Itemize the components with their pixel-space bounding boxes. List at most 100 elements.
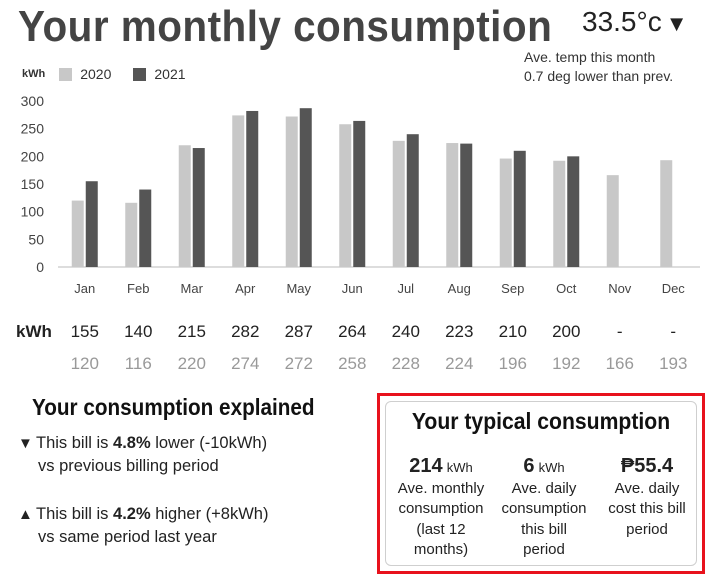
value-2020-cell: 120: [70, 354, 99, 373]
daily-value: 6: [523, 455, 535, 477]
y-tick-label: 150: [21, 176, 45, 192]
explained-item1-line2: vs previous billing period: [38, 457, 219, 475]
explained-item1-post: lower (-10kWh): [150, 434, 268, 452]
value-2021-cell: 140: [124, 322, 153, 341]
value-2021-cell: 200: [552, 322, 581, 341]
typical-monthly: 214 kWh Ave. monthly consumption (last 1…: [386, 456, 496, 561]
value-2020-cell: 192: [552, 354, 581, 373]
x-tick-label: Jul: [397, 281, 414, 296]
x-tick-label: Jun: [342, 281, 363, 296]
bar-2021-mar: [192, 148, 205, 267]
y-tick-label: 100: [21, 204, 45, 220]
value-2020-cell: 193: [659, 354, 688, 373]
y-tick-label: 50: [28, 231, 44, 247]
x-tick-label: Apr: [235, 281, 256, 296]
bar-2021-aug: [460, 143, 473, 267]
y-tick-label: 250: [21, 121, 45, 137]
x-tick-label: Mar: [181, 281, 204, 296]
value-2021-cell: 155: [70, 322, 99, 341]
x-tick-label: Aug: [448, 281, 471, 296]
bar-2020-aug: [446, 143, 459, 267]
explained-item-higher: ▲ This bill is 4.2% higher (+8kWh) vs sam…: [18, 503, 268, 549]
monthly-value: 214: [409, 455, 443, 477]
monthly-label-4: months): [413, 541, 469, 558]
value-2020-cell: 224: [445, 354, 474, 373]
daily-label-3: this bill: [521, 520, 567, 538]
explained-item2-pct: 4.2%: [113, 505, 151, 523]
explained-item2-line2: vs same period last year: [38, 528, 217, 546]
temperature-value: 33.5°c: [582, 6, 662, 37]
daily-unit: kWh: [538, 460, 565, 475]
legend-label-2020: 2020: [80, 66, 112, 82]
bar-2020-feb: [125, 202, 138, 267]
value-2020-cell: 274: [231, 354, 260, 373]
bar-2021-may: [299, 108, 312, 267]
x-tick-label: Dec: [662, 281, 686, 296]
value-2020-cell: 166: [605, 354, 634, 373]
cost-label-1: Ave. daily: [614, 479, 680, 497]
x-tick-label: Sep: [501, 281, 524, 296]
table-row-label: kWh: [16, 322, 52, 341]
value-2020-cell: 272: [284, 354, 313, 373]
legend-swatch-2020: [59, 67, 73, 81]
bar-2021-sep: [513, 150, 526, 267]
explained-item1-pre: This bill is: [36, 434, 114, 452]
explained-item-lower: ▼ This bill is 4.8% lower (-10kWh) vs pre…: [18, 432, 267, 478]
bar-2021-jan: [85, 181, 98, 267]
page-title: Your monthly consumption: [18, 2, 553, 51]
chart-legend: kWh 2020 2021: [22, 66, 208, 82]
monthly-label-1: Ave. monthly: [397, 479, 485, 497]
y-tick-label: 0: [36, 259, 44, 275]
x-tick-label: May: [286, 281, 311, 296]
temperature-readout: 33.5°c ▼: [582, 6, 687, 38]
bar-2020-apr: [232, 115, 245, 268]
bar-2020-dec: [660, 160, 673, 267]
value-2021-cell: 282: [231, 322, 260, 341]
temp-note-line2: 0.7 deg lower than prev.: [524, 68, 674, 84]
legend-unit: kWh: [22, 68, 46, 80]
bar-2020-oct: [553, 160, 566, 267]
temperature-note: Ave. temp this month 0.7 deg lower than …: [524, 48, 673, 86]
explained-item1-pct: 4.8%: [113, 434, 151, 452]
bar-2020-nov: [606, 175, 619, 267]
monthly-unit: kWh: [446, 460, 473, 475]
bar-2021-apr: [246, 110, 259, 268]
cost-label-3: period: [626, 520, 668, 538]
x-tick-label: Nov: [608, 281, 632, 296]
value-2021-cell: -: [670, 322, 677, 341]
bar-2021-jul: [406, 134, 419, 267]
monthly-label-3: (last 12: [416, 520, 466, 538]
typical-consumption-panel: Your typical consumption 214 kWh Ave. mo…: [377, 393, 705, 574]
y-tick-label: 200: [21, 148, 45, 164]
legend-label-2021: 2021: [154, 66, 186, 82]
x-tick-label: Feb: [127, 281, 149, 296]
typical-heading: Your typical consumption: [411, 408, 671, 434]
explained-item2-post: higher (+8kWh): [150, 505, 269, 523]
bar-2021-oct: [567, 156, 580, 267]
value-2020-cell: 228: [391, 354, 420, 373]
value-2021-cell: 287: [284, 322, 313, 341]
monthly-label-2: consumption: [398, 500, 484, 517]
x-tick-label: Oct: [556, 281, 577, 296]
value-2020-cell: 196: [498, 354, 527, 373]
x-tick-label: Jan: [74, 281, 95, 296]
table-row-2021: kWh 155 140 215 282 287 264 240 223 210 200 - -: [0, 322, 712, 344]
value-2020-cell: 116: [124, 354, 152, 373]
bar-2021-feb: [139, 189, 152, 267]
value-2021-cell: 264: [338, 322, 367, 341]
daily-label-1: Ave. daily: [511, 479, 577, 497]
bar-2020-jan: [71, 200, 84, 267]
legend-swatch-2021: [133, 67, 147, 81]
down-arrow-icon: ▼: [665, 11, 688, 36]
temp-note-line1: Ave. temp this month: [524, 49, 656, 65]
down-triangle-icon: ▼: [18, 435, 33, 452]
bar-2020-sep: [499, 158, 512, 267]
typical-cost: ₱55.4 Ave. daily cost this bill period: [592, 456, 702, 540]
explained-heading: Your consumption explained: [32, 394, 315, 420]
typical-daily: 6 kWh Ave. daily consumption this bill p…: [490, 456, 598, 561]
value-2020-cell: 258: [338, 354, 367, 373]
up-triangle-icon: ▲: [18, 506, 33, 523]
value-2021-cell: 240: [391, 322, 420, 341]
typical-panel-inner: Your typical consumption 214 kWh Ave. mo…: [385, 401, 697, 566]
value-2020-cell: 220: [177, 354, 206, 373]
